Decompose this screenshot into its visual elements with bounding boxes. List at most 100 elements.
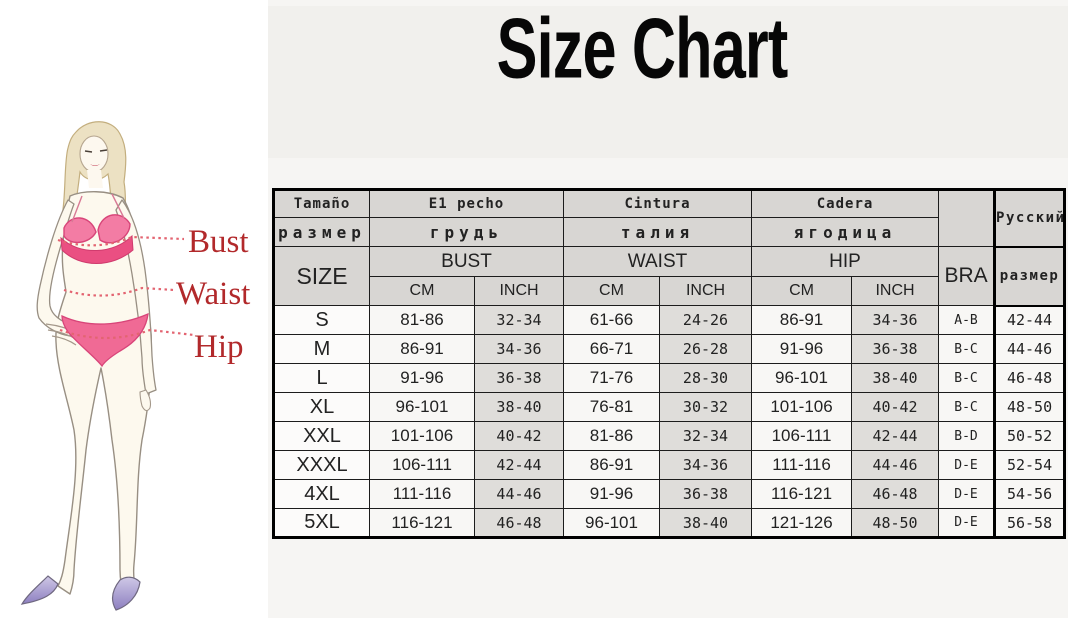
hip-cm-cell: 91-96 — [751, 334, 853, 364]
size-cell: L — [273, 363, 370, 393]
hip-inch-cell: 38-40 — [851, 363, 940, 393]
hip-cm-cell: 116-121 — [751, 479, 853, 509]
header-waist-ru: талия — [562, 217, 753, 247]
waist-cm-cell: 91-96 — [563, 479, 660, 509]
hip-dotted-line — [59, 328, 195, 340]
header-size-es: Tamaño — [273, 189, 370, 218]
header-waist-inch: INCH — [658, 276, 753, 306]
waist-inch-cell: 32-34 — [658, 421, 753, 451]
face-eyes — [84, 149, 108, 153]
table-row-m: M 86-91 34-36 66-71 26-28 91-96 36-38 B-… — [273, 334, 1066, 364]
header-bra: BRA — [938, 246, 996, 306]
face-lips — [90, 164, 100, 166]
bra-cell: D-E — [938, 450, 996, 480]
header-hip-cm: CM — [751, 276, 853, 306]
model-illustration — [8, 118, 268, 618]
table-row-5xl: 5XL 116-121 46-48 96-101 38-40 121-126 4… — [273, 508, 1066, 538]
bikini-strap-lines — [71, 193, 125, 223]
bra-cell: A-B — [938, 305, 996, 335]
header-bust-inch: INCH — [474, 276, 564, 306]
neck-shape — [87, 170, 103, 188]
header-hip-inch: INCH — [851, 276, 940, 306]
waist-inch-cell: 24-26 — [658, 305, 753, 335]
bust-cm-cell: 96-101 — [369, 392, 475, 422]
bust-inch-cell: 34-36 — [474, 334, 564, 364]
size-cell: S — [273, 305, 370, 335]
hip-inch-cell: 46-48 — [851, 479, 940, 509]
russian-size-cell: 44-46 — [993, 334, 1066, 364]
bust-inch-cell: 38-40 — [474, 392, 564, 422]
hip-cm-cell: 96-101 — [751, 363, 853, 393]
table-row-xl: XL 96-101 38-40 76-81 30-32 101-106 40-4… — [273, 392, 1066, 422]
hip-inch-cell: 48-50 — [851, 508, 940, 538]
bra-cell: B-C — [938, 392, 996, 422]
header-row-spanish: Tamaño E1 pecho Cintura Cadera Русский — [273, 189, 1066, 248]
hip-cm-cell: 121-126 — [751, 508, 853, 538]
bust-inch-cell: 46-48 — [474, 508, 564, 538]
waist-dotted-line — [63, 286, 175, 297]
hip-inch-cell: 34-36 — [851, 305, 940, 335]
size-cell: XL — [273, 392, 370, 422]
header-bust-en: BUST — [369, 246, 564, 277]
header-size-ru: размер — [273, 217, 370, 247]
header-row-russian: размер грудь талия ягодица — [273, 217, 1065, 247]
hip-inch-cell: 42-44 — [851, 421, 940, 451]
bra-cell: D-E — [938, 508, 996, 538]
bust-cm-cell: 101-106 — [369, 421, 475, 451]
table-row-xxl: XXL 101-106 40-42 81-86 32-34 106-111 42… — [273, 421, 1066, 451]
header-waist-cm: CM — [563, 276, 660, 306]
bikini-bottom-shape — [61, 312, 149, 368]
table-row-l: L 91-96 36-38 71-76 28-30 96-101 38-40 B… — [273, 363, 1066, 393]
bust-inch-cell: 36-38 — [474, 363, 564, 393]
waist-inch-cell: 34-36 — [658, 450, 753, 480]
russian-size-cell: 46-48 — [993, 363, 1066, 393]
waist-inch-cell: 28-30 — [658, 363, 753, 393]
header-russian-size-label: размер — [993, 246, 1066, 307]
head-shape — [79, 135, 109, 173]
bust-cm-cell: 91-96 — [369, 363, 475, 393]
hip-inch-cell: 40-42 — [851, 392, 940, 422]
bust-inch-cell: 40-42 — [474, 421, 564, 451]
waist-cm-cell: 96-101 — [563, 508, 660, 538]
page-title: Size Chart — [496, 2, 789, 97]
hip-inch-cell: 44-46 — [851, 450, 940, 480]
header-waist-en: WAIST — [562, 246, 753, 277]
waist-cm-cell: 61-66 — [563, 305, 660, 335]
header-bust-cm: CM — [369, 276, 475, 306]
bust-cm-cell: 81-86 — [369, 305, 475, 335]
size-cell: M — [273, 334, 370, 364]
title-band — [268, 6, 1068, 158]
waist-cm-cell: 86-91 — [563, 450, 660, 480]
bra-cell: B-D — [938, 421, 996, 451]
hip-inch-cell: 36-38 — [851, 334, 940, 364]
header-bust-ru: грудь — [369, 217, 564, 247]
waist-cm-cell: 71-76 — [563, 363, 660, 393]
russian-size-cell: 56-58 — [993, 508, 1066, 538]
bust-inch-cell: 44-46 — [474, 479, 564, 509]
bust-inch-cell: 42-44 — [474, 450, 564, 480]
left-shoe — [20, 575, 59, 605]
bikini-top-cup-right — [97, 214, 131, 244]
header-hip-en: HIP — [751, 246, 940, 277]
hip-cm-cell: 111-116 — [751, 450, 853, 480]
waist-inch-cell: 36-38 — [658, 479, 753, 509]
size-cell: XXL — [273, 421, 370, 451]
waist-cm-cell: 81-86 — [563, 421, 660, 451]
header-bust-es: E1 pecho — [369, 189, 564, 218]
bust-dotted-line — [57, 235, 185, 247]
bikini-top-band — [60, 234, 134, 264]
header-waist-es: Cintura — [562, 189, 753, 218]
waist-cm-cell: 66-71 — [563, 334, 660, 364]
bust-cm-cell: 106-111 — [369, 450, 475, 480]
table-row-s: S 81-86 32-34 61-66 24-26 86-91 34-36 A-… — [273, 305, 1066, 335]
waist-inch-cell: 30-32 — [658, 392, 753, 422]
header-size-en: SIZE — [273, 246, 370, 306]
bust-label: Bust — [188, 224, 249, 260]
right-shoe — [111, 576, 141, 611]
hair-shape — [61, 121, 129, 247]
size-cell: 5XL — [273, 508, 370, 538]
hip-cm-cell: 86-91 — [751, 305, 853, 335]
hip-label: Hip — [194, 329, 244, 365]
size-cell: XXXL — [273, 450, 370, 480]
